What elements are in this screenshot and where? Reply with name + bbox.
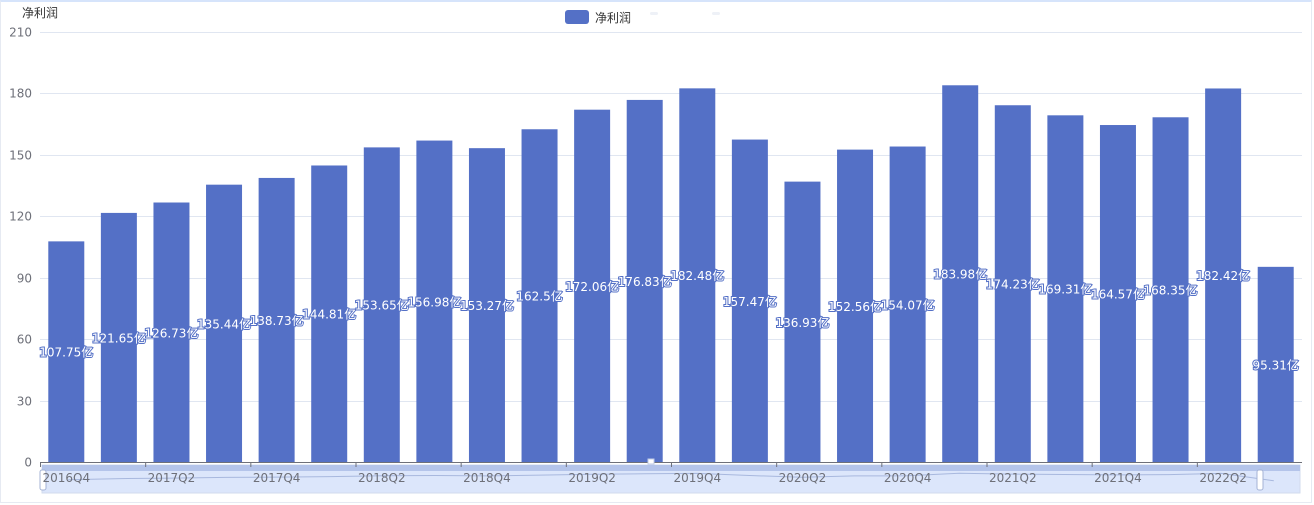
datazoom-move-handle[interactable]: [647, 458, 655, 465]
x-tick-label: 2022Q2: [1199, 471, 1247, 485]
datazoom-handle-right[interactable]: [1256, 469, 1264, 491]
legend-item[interactable]: 净利润: [565, 9, 631, 25]
datazoom-preview-line: [68, 472, 1274, 482]
x-tick-label: 2018Q4: [463, 471, 511, 485]
data-label: 138.73亿: [250, 313, 304, 328]
data-label: 136.93亿: [775, 315, 829, 330]
x-tick-label: 2020Q4: [884, 471, 932, 485]
data-label: 95.31亿: [1253, 357, 1299, 372]
data-label: 183.98亿: [933, 267, 987, 282]
y-tick-label: 180: [9, 87, 32, 101]
bar[interactable]: [48, 241, 85, 462]
bar[interactable]: [363, 147, 400, 462]
y-tick-label: 60: [17, 333, 32, 347]
data-label: 152.56亿: [828, 299, 882, 314]
legend-swatch: [565, 10, 589, 24]
bar[interactable]: [100, 212, 137, 462]
bar[interactable]: [258, 177, 295, 462]
data-label: 121.65亿: [92, 330, 146, 345]
bar[interactable]: [1257, 266, 1294, 462]
x-tick-label: 2019Q4: [673, 471, 721, 485]
legend-ghost-dot: [712, 12, 720, 15]
bar[interactable]: [1047, 115, 1084, 462]
data-label: 153.65亿: [355, 298, 409, 313]
data-label: 144.81亿: [302, 307, 356, 322]
bar[interactable]: [889, 146, 926, 463]
x-tick-label: 2021Q4: [1094, 471, 1142, 485]
data-label: 176.83亿: [618, 274, 672, 289]
bar[interactable]: [994, 105, 1031, 462]
data-label: 182.48亿: [670, 268, 724, 283]
x-tick-label: 2018Q2: [358, 471, 406, 485]
bar[interactable]: [521, 129, 558, 462]
bar[interactable]: [206, 184, 243, 462]
y-tick-label: 90: [17, 272, 32, 286]
bar[interactable]: [1099, 125, 1136, 463]
y-axis-name: 净利润: [22, 6, 59, 20]
bar[interactable]: [731, 139, 768, 462]
y-tick-label: 30: [17, 395, 32, 409]
legend-label: 净利润: [595, 10, 632, 25]
bar[interactable]: [1152, 117, 1189, 463]
bar[interactable]: [468, 148, 505, 462]
data-label: 172.06亿: [565, 279, 619, 294]
y-tick-label: 120: [9, 210, 32, 224]
legend-ghost-dot: [650, 12, 658, 15]
data-label: 135.44亿: [197, 316, 251, 331]
y-tick-label: 210: [9, 26, 32, 40]
data-label: 169.31亿: [1038, 282, 1092, 297]
bar[interactable]: [1205, 88, 1242, 463]
bar[interactable]: [626, 99, 663, 462]
x-tick-label: 2016Q4: [42, 471, 90, 485]
data-label: 164.57亿: [1091, 287, 1145, 302]
bar[interactable]: [153, 202, 190, 462]
data-label: 168.35亿: [1144, 283, 1198, 298]
x-tick-label: 2019Q2: [568, 471, 616, 485]
bar[interactable]: [416, 140, 453, 462]
bar[interactable]: [311, 165, 348, 462]
x-tick-label: 2017Q2: [148, 471, 196, 485]
data-label: 154.07亿: [881, 297, 935, 312]
data-label: 156.98亿: [407, 294, 461, 309]
data-label: 162.5亿: [516, 289, 562, 304]
bar[interactable]: [942, 85, 979, 462]
datazoom-top-bar: [42, 465, 1300, 471]
data-label: 126.73亿: [144, 325, 198, 340]
x-tick-label: 2021Q2: [989, 471, 1037, 485]
bar[interactable]: [837, 149, 874, 462]
data-label: 107.75亿: [39, 345, 93, 360]
datazoom-handle-left[interactable]: [39, 469, 47, 491]
data-label: 174.23亿: [986, 277, 1040, 292]
x-tick-label: 2017Q4: [253, 471, 301, 485]
bar[interactable]: [679, 88, 716, 463]
y-tick-label: 0: [24, 456, 32, 470]
y-tick-label: 150: [9, 149, 32, 163]
data-label: 153.27亿: [460, 298, 514, 313]
bar[interactable]: [784, 181, 821, 463]
x-tick-label: 2020Q2: [779, 471, 827, 485]
data-label: 182.42亿: [1196, 268, 1250, 283]
data-label: 157.47亿: [723, 294, 777, 309]
bar[interactable]: [574, 109, 611, 462]
